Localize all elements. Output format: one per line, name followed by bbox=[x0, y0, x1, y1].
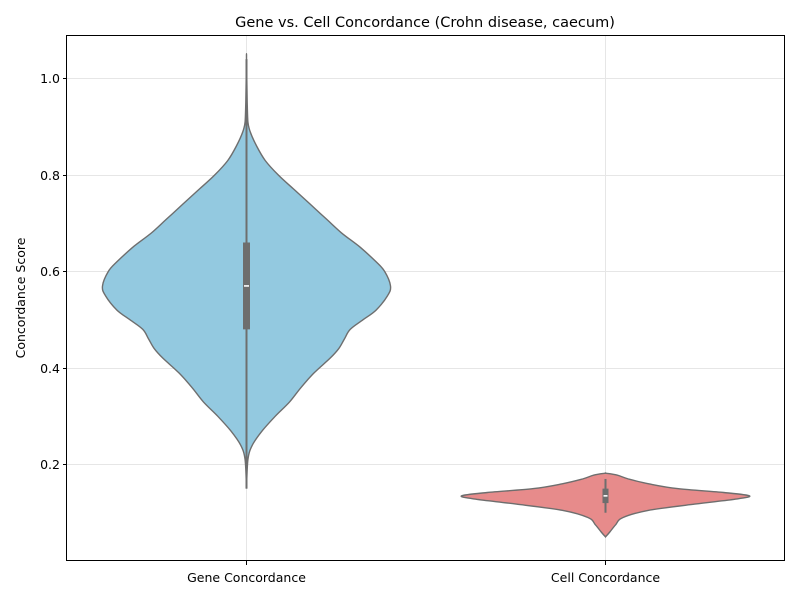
y-tick-label: 1.0 bbox=[40, 71, 60, 86]
x-tick-label: Gene Concordance bbox=[187, 570, 306, 585]
x-tick-label: Cell Concordance bbox=[551, 570, 660, 585]
violins bbox=[101, 53, 751, 538]
plot-frame bbox=[66, 35, 785, 561]
y-tick-label: 0.8 bbox=[40, 168, 60, 183]
chart-title: Gene vs. Cell Concordance (Crohn disease… bbox=[235, 15, 615, 31]
y-tick-label: 0.6 bbox=[40, 264, 60, 279]
axes: 0.2 0.4 0.6 0.8 1.0 Gene Concordance Cell Conc… bbox=[40, 71, 660, 585]
y-tick-label: 0.4 bbox=[40, 361, 60, 376]
y-tick-label: 0.2 bbox=[40, 457, 60, 472]
y-axis-label: Concordance Score bbox=[13, 237, 28, 358]
